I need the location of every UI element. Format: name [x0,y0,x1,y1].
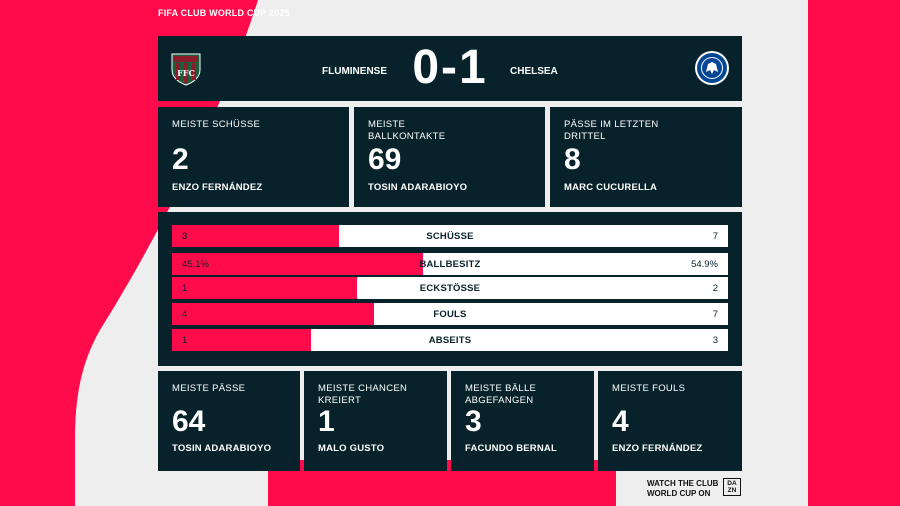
away-value: 7 [712,231,718,242]
stat-player: FACUNDO BERNAL [465,443,557,454]
stat-value: 69 [368,143,402,176]
away-team-name: CHELSEA [510,66,558,77]
stat-label: MEISTE BALLKONTAKTE [368,119,446,142]
stat-value: 2 [172,143,189,176]
comparison-row-shots: 3 SCHÜSSE 7 [172,225,728,247]
stat-player: ENZO FERNÁNDEZ [612,443,703,454]
logo-bottom: ZN [727,487,737,494]
chelsea-crest-icon [695,51,729,85]
stat-name: SCHÜSSE [426,231,474,242]
stat-name: FOULS [433,309,467,320]
top-stat-card-2: MEISTE BALLKONTAKTE 69 TOSIN ADARABIOYO [354,107,545,207]
away-value: 3 [712,335,718,346]
stat-value: 1 [318,405,335,438]
background-right-band [808,0,900,506]
promo-line-1: WATCH THE CLUB [647,479,719,488]
stat-label: PÄSSE IM LETZTEN DRITTEL [564,119,659,142]
match-score: 0-1 [412,41,488,94]
bottom-stat-card-2: MEISTE CHANCEN KREIERT 1 MALO GUSTO [304,371,447,471]
comparison-row-fouls: 4 FOULS 7 [172,303,728,325]
home-share-bar [172,329,311,351]
scoreboard: FFC FLUMINENSE 0-1 CHELSEA [158,36,742,101]
bottom-stat-card-4: MEISTE FOULS 4 ENZO FERNÁNDEZ [598,371,742,471]
stat-value: 4 [612,405,629,438]
stat-name: ECKSTÖSSE [419,283,481,294]
stat-player: TOSIN ADARABIOYO [368,182,468,193]
dazn-promo-text: WATCH THE CLUB WORLD CUP ON [647,479,718,499]
home-share-bar [172,225,339,247]
comparison-row-offsides: 1 ABSEITS 3 [172,329,728,351]
svg-text:FFC: FFC [177,68,195,78]
away-value: 2 [712,283,718,294]
stats-comparison: 3 SCHÜSSE 7 45.1% BALLBESITZ 54.9% 1 ECK… [158,212,742,366]
dazn-logo-icon: DA ZN [723,478,741,496]
home-value: 1 [182,335,188,346]
stat-value: 3 [465,405,482,438]
competition-title: FIFA CLUB WORLD CUP 2025 [158,8,290,18]
home-value: 45.1% [182,259,209,270]
stat-label: MEISTE PÄSSE [172,383,246,394]
home-value: 3 [182,231,188,242]
home-value: 1 [182,283,188,294]
bottom-stat-card-1: MEISTE PÄSSE 64 TOSIN ADARABIOYO [158,371,300,471]
top-stat-card-1: MEISTE SCHÜSSE 2 ENZO FERNÁNDEZ [158,107,349,207]
comparison-row-corners: 1 ECKSTÖSSE 2 [172,277,728,299]
away-value: 7 [712,309,718,320]
bottom-stat-card-3: MEISTE BÄLLE ABGEFANGEN 3 FACUNDO BERNAL [451,371,594,471]
stat-label: MEISTE CHANCEN KREIERT [318,383,408,406]
comparison-row-possession: 45.1% BALLBESITZ 54.9% [172,253,728,275]
stat-value: 64 [172,405,206,438]
stat-player: MARC CUCURELLA [564,182,658,193]
home-share-bar [172,303,375,325]
stat-name: BALLBESITZ [419,259,481,270]
home-team-name: FLUMINENSE [322,66,387,77]
logo-top: DA [727,480,737,487]
stat-player: MALO GUSTO [318,443,385,454]
home-share-bar [172,253,423,275]
stat-label: MEISTE SCHÜSSE [172,119,261,130]
top-stat-card-3: PÄSSE IM LETZTEN DRITTEL 8 MARC CUCURELL… [550,107,742,207]
stat-label: MEISTE BÄLLE ABGEFANGEN [465,383,537,406]
home-share-bar [172,277,358,299]
promo-line-2: WORLD CUP ON [647,489,711,498]
stat-name: ABSEITS [428,335,472,346]
fluminense-crest-icon: FFC [171,53,201,86]
away-value: 54.9% [691,259,718,270]
stat-player: ENZO FERNÁNDEZ [172,182,263,193]
home-value: 4 [182,309,188,320]
stat-label: MEISTE FOULS [612,383,686,394]
stat-player: TOSIN ADARABIOYO [172,443,272,454]
stat-value: 8 [564,143,581,176]
